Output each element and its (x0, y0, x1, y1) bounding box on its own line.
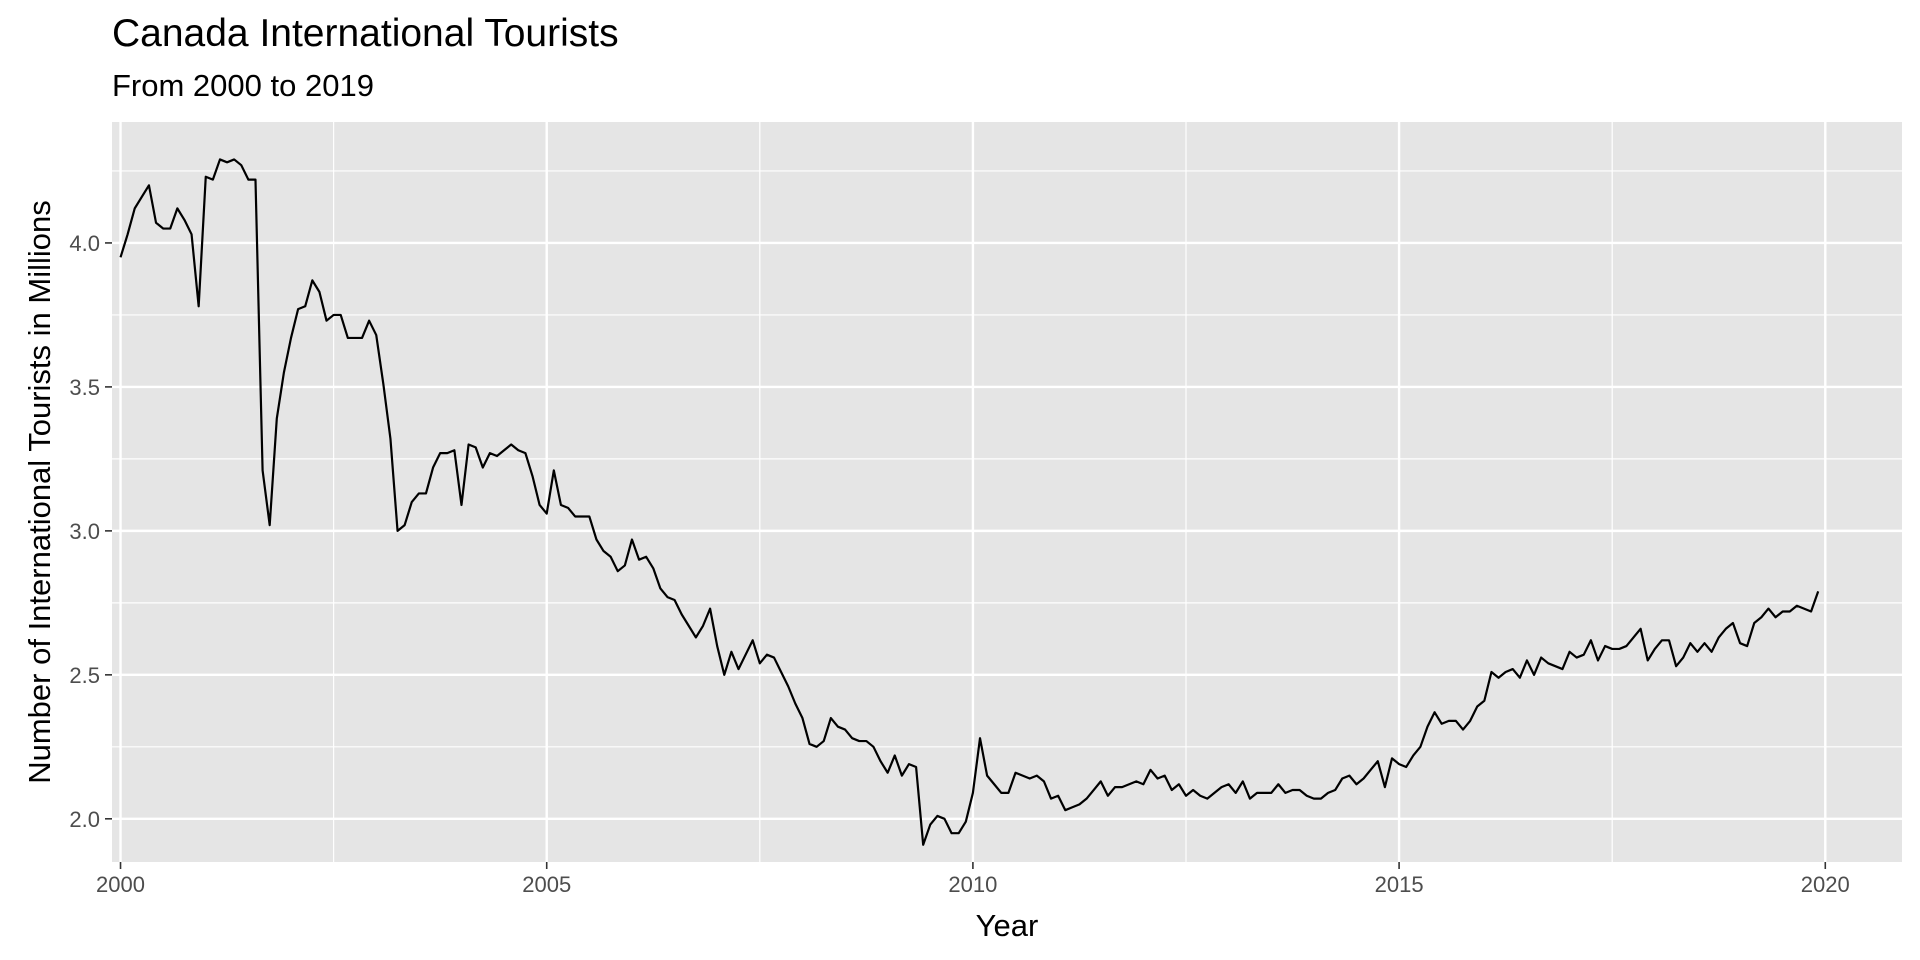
x-tick-label: 2010 (948, 872, 997, 897)
x-tick-label: 2000 (96, 872, 145, 897)
chart-title: Canada International Tourists (112, 12, 619, 55)
minor-gridlines (112, 122, 1902, 862)
data-points (120, 159, 1819, 845)
x-axis-title: Year (976, 908, 1039, 943)
x-axis-ticks: 2000 2005 2010 2015 2020 (96, 862, 1850, 897)
y-tick-label: 3.5 (69, 375, 100, 400)
y-axis-title: Number of International Tourists in Mill… (22, 200, 57, 784)
y-tick-label: 2.0 (69, 807, 100, 832)
plot-panel (112, 122, 1902, 862)
x-tick-label: 2015 (1375, 872, 1424, 897)
y-tick-label: 4.0 (69, 231, 100, 256)
chart-subtitle: From 2000 to 2019 (112, 68, 374, 103)
x-tick-label: 2020 (1801, 872, 1850, 897)
major-gridlines (112, 122, 1902, 862)
series-line-tourists (119, 158, 1820, 846)
y-axis-ticks: 2.0 2.5 3.0 3.5 4.0 (69, 231, 112, 832)
y-tick-label: 2.5 (69, 663, 100, 688)
y-tick-label: 3.0 (69, 519, 100, 544)
x-tick-label: 2005 (522, 872, 571, 897)
